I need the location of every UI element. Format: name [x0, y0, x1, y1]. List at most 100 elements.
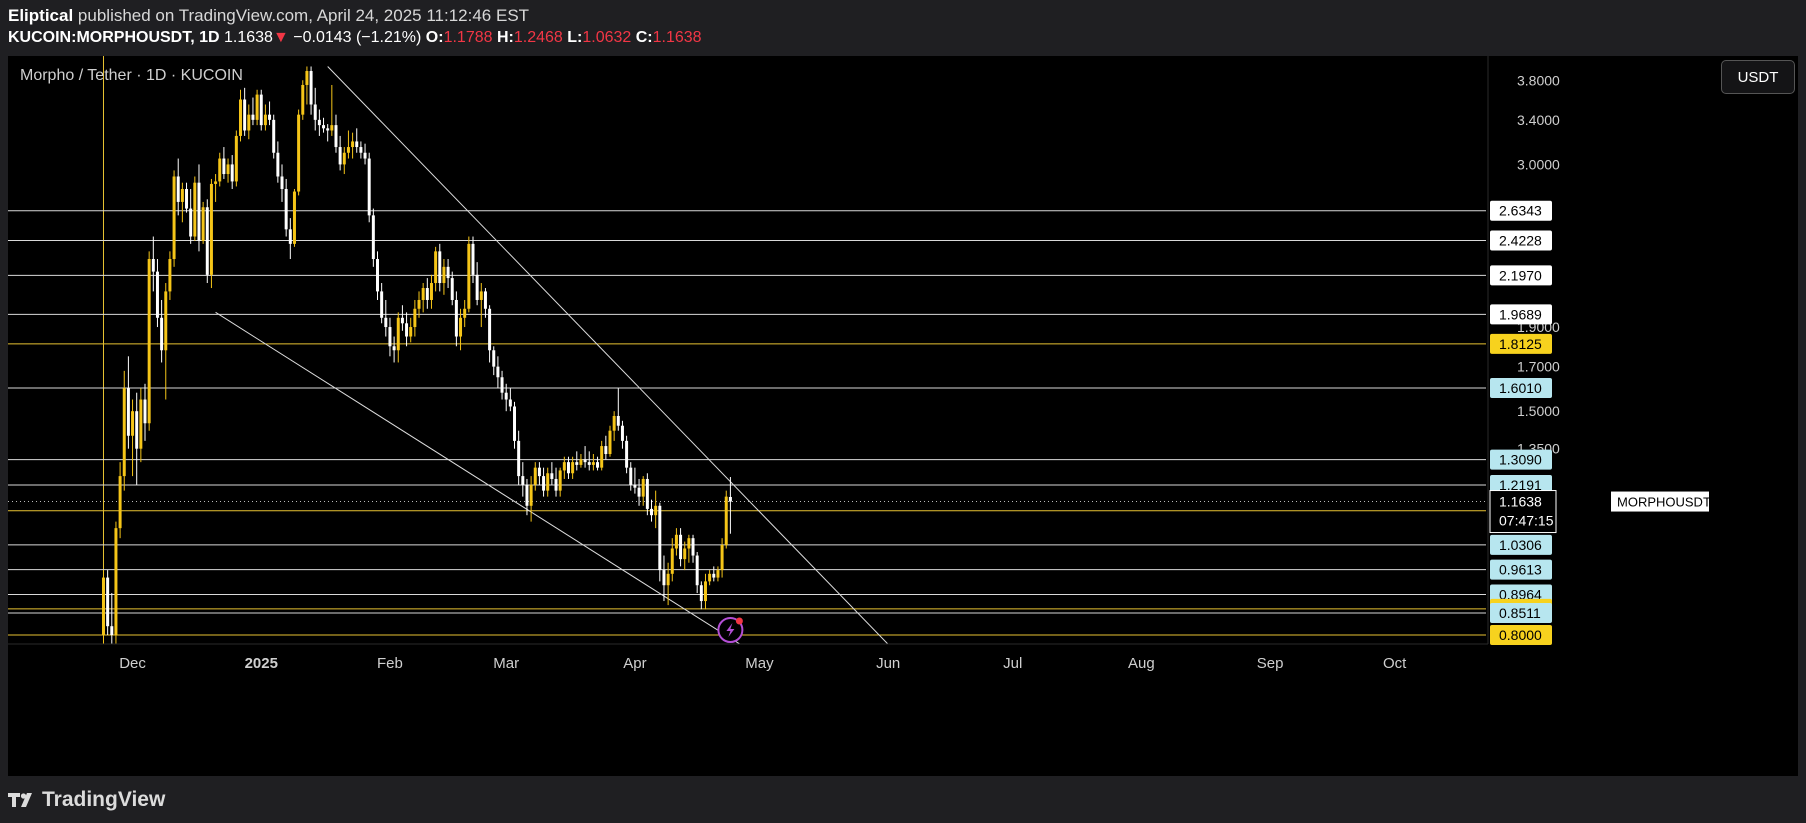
- candle-body: [205, 207, 209, 275]
- candle-body: [517, 440, 521, 477]
- candle-body: [101, 577, 105, 635]
- low-label: L:: [567, 29, 583, 46]
- candle-body: [243, 99, 247, 131]
- candle-body: [226, 164, 230, 175]
- candle-body: [351, 141, 355, 148]
- candle-body: [483, 291, 487, 309]
- high-value: 1.2468: [513, 29, 563, 46]
- candle-body: [247, 114, 251, 131]
- y-tick-label: 3.0000: [1517, 156, 1560, 172]
- level-price-badge: [1490, 230, 1552, 251]
- candle-body: [575, 462, 579, 465]
- candle-body: [558, 470, 562, 491]
- candle-body: [284, 188, 288, 230]
- candle-body: [716, 570, 720, 578]
- candle-body: [301, 84, 305, 115]
- candle-body: [591, 462, 595, 465]
- candle-body: [454, 299, 458, 337]
- candle-body: [400, 317, 404, 324]
- candle-body: [396, 317, 400, 351]
- candle-body: [214, 181, 218, 184]
- candle-body: [583, 459, 587, 463]
- x-tick-label: Jul: [1003, 655, 1022, 672]
- close-label: C:: [635, 29, 653, 46]
- x-tick-label: Apr: [623, 655, 646, 672]
- x-tick-label: Dec: [119, 655, 146, 672]
- candle-body: [620, 425, 624, 441]
- candle-body: [459, 317, 463, 337]
- level-price-label: 1.9689: [1499, 306, 1542, 322]
- candle-body: [151, 259, 155, 272]
- candle-body: [197, 182, 201, 241]
- chart-area[interactable]: 3.8000 3.4000 3.0000 1.9000 1.7000 1.5000 1.35…: [8, 56, 1798, 776]
- candle-body: [533, 467, 537, 485]
- candle-body: [654, 505, 658, 516]
- candle-body: [263, 114, 267, 126]
- candle-body: [450, 278, 454, 300]
- candle-body: [255, 94, 259, 120]
- candle-body: [110, 626, 114, 635]
- candle-body: [600, 446, 604, 468]
- candle-body: [604, 446, 608, 455]
- price-chart[interactable]: 3.80003.40003.00001.90001.70001.50001.35…: [8, 56, 1798, 776]
- candle-body: [317, 119, 321, 126]
- candle-body: [363, 152, 367, 159]
- candle-body: [189, 208, 193, 237]
- candle-body: [571, 462, 575, 474]
- tradingview-logo[interactable]: TradingView: [8, 788, 165, 812]
- candle-body: [550, 473, 554, 479]
- level-price-badge: [1490, 377, 1552, 398]
- alert-dot-icon: [735, 617, 743, 625]
- x-tick-label: May: [745, 655, 774, 672]
- candle-body: [438, 251, 442, 284]
- candle-body: [625, 440, 629, 468]
- candle-body: [251, 114, 255, 120]
- currency-button[interactable]: USDT: [1721, 60, 1795, 94]
- candle-body: [292, 191, 296, 244]
- candle-body: [500, 377, 504, 393]
- candle-body: [334, 125, 338, 148]
- candle-body: [691, 538, 695, 556]
- candle-body: [268, 114, 272, 120]
- x-tick-label: Mar: [493, 655, 519, 672]
- level-price-label: 2.4228: [1499, 232, 1542, 248]
- candle-body: [160, 317, 164, 351]
- candle-body: [413, 308, 417, 328]
- tradingview-icon: [8, 791, 36, 809]
- candle-body: [176, 176, 180, 202]
- candle-body: [309, 71, 313, 105]
- candle-body: [612, 415, 616, 431]
- candle-body: [405, 323, 409, 337]
- current-price-label: 1.1638: [1499, 494, 1542, 510]
- level-price-label: 1.8125: [1499, 336, 1542, 352]
- candle-body: [587, 462, 591, 465]
- candle-body: [658, 505, 662, 571]
- candle-body: [521, 476, 525, 485]
- publish-info: published on TradingView.com, April 24, …: [77, 6, 530, 25]
- chart-watermark: Morpho / Tether · 1D · KUCOIN: [20, 67, 243, 84]
- candle-body: [467, 243, 471, 309]
- level-price-badge: [1490, 534, 1552, 555]
- candle-body: [380, 291, 384, 318]
- candle-body: [425, 288, 429, 300]
- candle-body: [703, 581, 707, 602]
- candle-body: [508, 399, 512, 407]
- y-tick-label: 3.8000: [1517, 72, 1560, 88]
- candle-body: [326, 128, 330, 131]
- candle-body: [417, 299, 421, 309]
- x-tick-label: Jun: [876, 655, 900, 672]
- last-price: 1.1638: [224, 29, 273, 46]
- candle-body: [384, 317, 388, 328]
- candle-body: [641, 478, 645, 497]
- tradingview-brand: TradingView: [42, 788, 166, 811]
- candle-body: [280, 176, 284, 189]
- candle-body: [492, 350, 496, 367]
- candle-body: [222, 158, 226, 175]
- author-name[interactable]: Eliptical: [8, 6, 74, 25]
- y-tick-label: 1.5000: [1517, 403, 1560, 419]
- level-price-badge: [1490, 304, 1552, 325]
- candle-body: [313, 104, 317, 120]
- level-price-label: 1.0306: [1499, 537, 1542, 553]
- x-tick-label: Aug: [1128, 655, 1155, 672]
- candle-body: [463, 308, 467, 318]
